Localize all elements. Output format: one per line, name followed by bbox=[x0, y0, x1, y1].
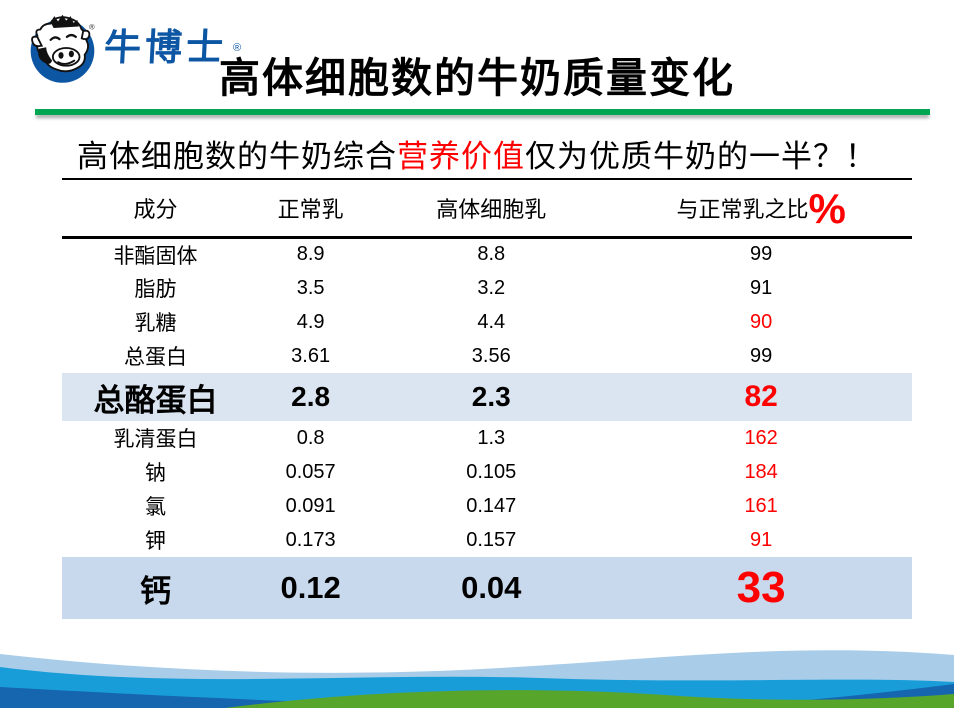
table-row: 脂肪 3.5 3.2 91 bbox=[62, 271, 912, 305]
subtitle: 高体细胞数的牛奶综合营养价值仅为优质牛奶的一半？！ bbox=[0, 131, 954, 176]
cell-ratio: 184 bbox=[744, 460, 778, 483]
cell-high-scc-milk: 0.04 bbox=[461, 570, 522, 605]
row-label: 非酯固体 bbox=[113, 243, 198, 268]
cell-ratio: 90 bbox=[750, 310, 773, 333]
header-normal-milk: 正常乳 bbox=[249, 179, 373, 239]
cell-ratio: 33 bbox=[736, 563, 786, 612]
subtitle-text-pre: 高体细胞数的牛奶综合 bbox=[77, 139, 397, 174]
cell-ratio: 91 bbox=[750, 528, 773, 551]
milk-quality-table: 成分 正常乳 高体细胞乳 与正常乳之比% 非酯固体 8.9 8.8 99 脂肪 3.5 3.… bbox=[62, 178, 912, 619]
cell-high-scc-milk: 0.105 bbox=[466, 460, 517, 483]
cell-ratio: 162 bbox=[744, 426, 778, 449]
cell-normal-milk: 4.9 bbox=[296, 310, 325, 333]
table-row: 乳糖 4.9 4.4 90 bbox=[62, 305, 912, 339]
row-label: 钾 bbox=[145, 529, 166, 553]
cell-ratio: 82 bbox=[744, 380, 778, 413]
table-row: 总蛋白 3.61 3.56 99 bbox=[62, 339, 912, 373]
cell-high-scc-milk: 1.3 bbox=[477, 426, 506, 449]
header-ratio: 与正常乳之比% bbox=[610, 179, 912, 239]
cell-ratio: 99 bbox=[750, 344, 773, 367]
table-row: 氯 0.091 0.147 161 bbox=[62, 489, 912, 523]
cell-high-scc-milk: 4.4 bbox=[477, 310, 506, 333]
table-row: 总酪蛋白 2.8 2.3 82 bbox=[62, 373, 912, 421]
cell-normal-milk: 0.173 bbox=[285, 528, 336, 551]
header-component: 成分 bbox=[62, 179, 249, 239]
row-label: 总酪蛋白 bbox=[93, 382, 218, 418]
cell-high-scc-milk: 3.2 bbox=[477, 276, 506, 299]
row-label: 钠 bbox=[145, 461, 166, 485]
cell-normal-milk: 0.12 bbox=[280, 570, 341, 605]
slide-title: 高体细胞数的牛奶质量变化 bbox=[219, 55, 735, 101]
row-label: 脂肪 bbox=[134, 277, 177, 301]
cell-high-scc-milk: 2.3 bbox=[471, 381, 511, 412]
row-label: 乳清蛋白 bbox=[113, 427, 198, 451]
table-row: 非酯固体 8.9 8.8 99 bbox=[62, 237, 912, 271]
row-label: 乳糖 bbox=[134, 311, 177, 335]
table-row: 钠 0.057 0.105 184 bbox=[62, 455, 912, 489]
cell-normal-milk: 3.5 bbox=[296, 276, 325, 299]
cell-normal-milk: 2.8 bbox=[291, 381, 331, 412]
row-label: 钙 bbox=[140, 573, 171, 609]
cow-logo-icon: ® bbox=[30, 14, 95, 83]
subtitle-text-post: 仅为优质牛奶的一半？！ bbox=[525, 139, 877, 174]
cell-normal-milk: 0.8 bbox=[296, 426, 325, 449]
cell-high-scc-milk: 0.147 bbox=[466, 494, 517, 517]
cell-high-scc-milk: 3.56 bbox=[471, 344, 511, 367]
cell-normal-milk: 0.091 bbox=[285, 494, 336, 517]
cell-normal-milk: 0.057 bbox=[285, 460, 336, 483]
title-divider bbox=[35, 109, 930, 115]
cell-high-scc-milk: 8.8 bbox=[477, 243, 506, 266]
table-row: 钾 0.173 0.157 91 bbox=[62, 523, 912, 557]
header-ratio-label: 与正常乳之比 bbox=[676, 196, 809, 222]
svg-text:®: ® bbox=[89, 23, 95, 32]
table-row: 乳清蛋白 0.8 1.3 162 bbox=[62, 421, 912, 455]
footer-wave-decoration bbox=[0, 650, 954, 708]
cell-ratio: 91 bbox=[750, 276, 773, 299]
cell-normal-milk: 3.61 bbox=[291, 344, 331, 367]
row-label: 氯 bbox=[145, 495, 166, 519]
cell-ratio: 99 bbox=[750, 243, 773, 266]
cell-high-scc-milk: 0.157 bbox=[466, 528, 517, 551]
brand-name: 牛博士 bbox=[102, 27, 229, 69]
brand-logo: ® 牛博士 ® bbox=[24, 10, 241, 86]
cell-normal-milk: 8.9 bbox=[296, 243, 325, 266]
percent-symbol: % bbox=[808, 184, 846, 232]
table-row: 钙 0.12 0.04 33 bbox=[62, 557, 912, 619]
header-high-scc-milk: 高体细胞乳 bbox=[372, 179, 611, 239]
cell-ratio: 161 bbox=[744, 494, 778, 517]
table-header-row: 成分 正常乳 高体细胞乳 与正常乳之比% bbox=[62, 179, 912, 239]
subtitle-highlight: 营养价值 bbox=[397, 139, 525, 174]
trademark-symbol: ® bbox=[233, 41, 242, 54]
row-label: 总蛋白 bbox=[124, 345, 187, 369]
